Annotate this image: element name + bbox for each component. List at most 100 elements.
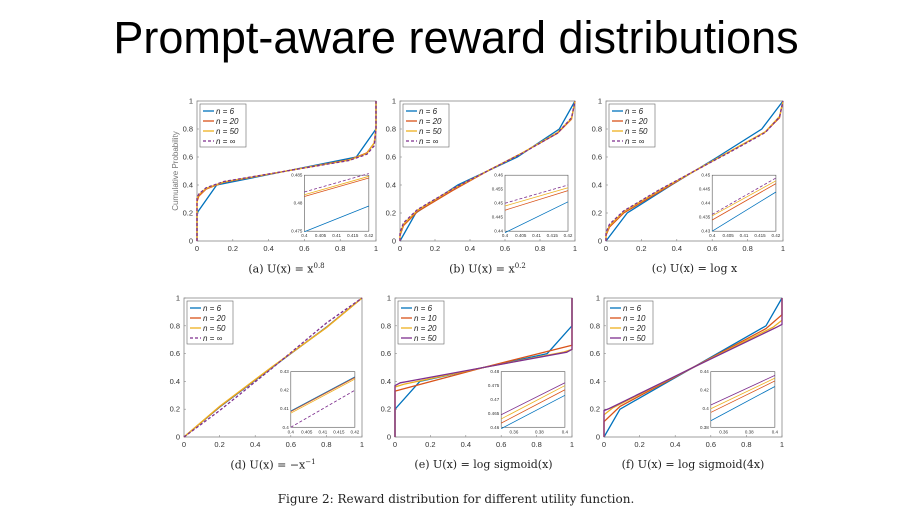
- legend-label: n = ∞: [419, 137, 439, 146]
- inset-x-tick-label: 0.42: [772, 233, 781, 238]
- x-tick-label: 0.8: [531, 440, 541, 449]
- y-tick-label: 0: [189, 237, 193, 246]
- y-tick-label: 1: [387, 294, 391, 303]
- inset-y-tick-label: 0.43: [280, 369, 289, 374]
- legend-label: n = 6: [414, 304, 433, 313]
- inset-y-tick-label: 0.46: [494, 173, 503, 178]
- inset-x-tick-label: 0.4: [288, 429, 295, 434]
- legend-label: n = 50: [203, 324, 226, 333]
- legend-label: n = 20: [414, 324, 437, 333]
- inset-series-line: [710, 380, 776, 413]
- inset-y-tick-label: 0.47: [490, 397, 499, 402]
- series-line: [394, 298, 573, 437]
- figure-caption: Figure 2: Reward distribution for differ…: [277, 492, 635, 506]
- inset-series-line: [304, 173, 369, 193]
- x-tick-label: 1: [360, 440, 364, 449]
- inset-series-line: [712, 180, 777, 217]
- x-tick-label: 0.6: [500, 244, 510, 253]
- inset-series-line: [501, 382, 566, 416]
- inset-y-tick-label: 0.42: [280, 388, 289, 393]
- legend-label: n = 50: [216, 127, 239, 136]
- x-tick-label: 0.2: [425, 440, 435, 449]
- y-tick-label: 0.8: [386, 125, 396, 134]
- inset-zoom: 0.4 0.405 0.41 0.415 0.42 0.475 0.48 0.485: [291, 173, 374, 239]
- x-tick-label: 0.4: [465, 244, 475, 253]
- y-tick-label: 0.6: [590, 349, 600, 358]
- y-tick-label: 0: [176, 433, 180, 442]
- inset-series-line: [504, 187, 569, 207]
- x-tick-label: 0.6: [496, 440, 506, 449]
- inset-x-tick-label: 0.405: [515, 233, 527, 238]
- x-tick-label: 0.8: [321, 440, 331, 449]
- y-tick-label: 0: [598, 237, 602, 246]
- y-tick-label: 0.2: [590, 405, 600, 414]
- legend-label: n = 10: [623, 314, 646, 323]
- x-tick-label: 1: [570, 440, 574, 449]
- inset-y-tick-label: 0.485: [291, 173, 303, 178]
- x-tick-label: 0.2: [636, 244, 646, 253]
- inset-y-tick-label: 0.44: [701, 201, 710, 206]
- inset-y-tick-label: 0.46: [490, 425, 499, 430]
- inset-series-line: [712, 177, 777, 215]
- legend-label: n = 50: [419, 127, 442, 136]
- inset-zoom: 0.36 0.38 0.4 0.38 0.4 0.42 0.44: [700, 369, 778, 434]
- y-tick-label: 1: [596, 294, 600, 303]
- chart-a: 00 0.2 0.2 0.4 0.4 0.6 0.6 0.8 0.8 1 1 Cumulative P…: [171, 97, 378, 254]
- inset-y-tick-label: 0.475: [291, 229, 303, 234]
- legend-label: n = 20: [623, 324, 646, 333]
- legend-label: n = ∞: [216, 137, 236, 146]
- series-line: [183, 297, 363, 438]
- x-tick-label: 0.8: [742, 244, 752, 253]
- y-tick-label: 1: [392, 97, 396, 106]
- inset-x-tick-label: 0.405: [301, 429, 313, 434]
- subfigure-caption: (f) U(x) = log sigmoid(4x): [621, 458, 765, 471]
- inset-x-tick-label: 0.405: [315, 233, 327, 238]
- subfigure-caption: (b) U(x) = x0.2: [449, 262, 526, 276]
- legend-label: n = 6: [419, 107, 438, 116]
- inset-x-tick-label: 0.36: [719, 429, 728, 434]
- inset-series-line: [290, 378, 356, 414]
- legend-label: n = 20: [203, 314, 226, 323]
- subfigure-caption: (a) U(x) = x0.8: [248, 262, 325, 276]
- legend: n = 6n = 10n = 20n = 50: [397, 300, 445, 345]
- inset-x-tick-label: 0.4: [772, 429, 779, 434]
- y-tick-label: 1: [598, 97, 602, 106]
- inset-series-line: [504, 190, 569, 211]
- inset-series-line: [290, 376, 356, 412]
- series-line: [183, 297, 363, 438]
- inset-x-tick-label: 0.4: [502, 233, 509, 238]
- inset-x-tick-label: 0.38: [535, 429, 544, 434]
- y-tick-label: 0.8: [183, 125, 193, 134]
- y-tick-label: 1: [176, 294, 180, 303]
- inset-x-tick-label: 0.41: [532, 233, 541, 238]
- inset-y-tick-label: 0.475: [488, 383, 500, 388]
- legend: n = 6n = 20n = 50n = ∞: [608, 103, 656, 148]
- y-tick-label: 0.2: [386, 209, 396, 218]
- y-tick-label: 0.2: [381, 405, 391, 414]
- x-tick-label: 0.4: [670, 440, 680, 449]
- x-tick-label: 0.4: [250, 440, 260, 449]
- inset-series-line: [290, 377, 356, 413]
- inset-x-tick-label: 0.415: [754, 233, 766, 238]
- inset-y-tick-label: 0.45: [494, 201, 503, 206]
- inset-x-tick-label: 0.415: [347, 233, 359, 238]
- inset-y-tick-label: 0.42: [700, 388, 709, 393]
- legend-label: n = ∞: [203, 334, 223, 343]
- inset-y-tick-label: 0.43: [701, 229, 710, 234]
- slide-title: Prompt-aware reward distributions: [113, 12, 799, 63]
- y-tick-label: 0.4: [170, 377, 180, 386]
- x-tick-label: 0.4: [263, 244, 273, 253]
- inset-x-tick-label: 0.38: [745, 429, 754, 434]
- inset-zoom: 0.4 0.405 0.41 0.415 0.42 0.43 0.435 0.44 0.445 0…: [699, 173, 781, 239]
- inset-y-tick-label: 0.45: [701, 173, 710, 178]
- x-tick-label: 0: [393, 440, 397, 449]
- inset-x-tick-label: 0.42: [350, 429, 359, 434]
- y-tick-label: 0.2: [592, 209, 602, 218]
- inset-y-tick-label: 0.44: [700, 369, 709, 374]
- y-tick-label: 0.4: [592, 181, 602, 190]
- subfigure-caption: (e) U(x) = log sigmoid(x): [414, 458, 553, 471]
- inset-series-line: [304, 175, 369, 196]
- inset-x-tick-label: 0.415: [333, 429, 345, 434]
